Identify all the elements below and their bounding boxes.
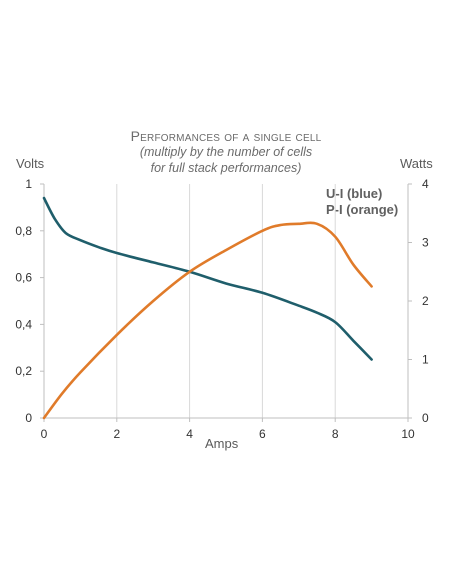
x-tick-label: 4	[186, 427, 193, 441]
y-left-tick-label: 0,2	[15, 364, 32, 378]
series-line-pi	[42, 221, 373, 420]
x-tick-label: 2	[113, 427, 120, 441]
x-tick-label: 8	[332, 427, 339, 441]
y-right-axis-title: Watts	[400, 156, 433, 171]
y-left-axis-title: Volts	[16, 156, 45, 171]
y-left-tick-label: 0	[25, 411, 32, 425]
x-tick-label: 0	[41, 427, 48, 441]
y-right-tick-label: 3	[422, 236, 429, 250]
chart-title-block: Performances of a single cell (multiply …	[0, 128, 452, 176]
y-left-tick-label: 1	[25, 177, 32, 191]
x-axis-title: Amps	[205, 436, 239, 451]
y-right-tick-label: 1	[422, 353, 429, 367]
y-left-tick-label: 0,4	[15, 317, 32, 331]
legend: U-I (blue) P-I (orange)	[326, 186, 398, 218]
y-left-tick-label: 0,8	[15, 224, 32, 238]
y-right-tick-label: 0	[422, 411, 429, 425]
series-line-ui	[42, 196, 373, 361]
chart-subtitle-line2: for full stack performances)	[150, 161, 302, 175]
chart-title: Performances of a single cell	[130, 128, 322, 144]
chart-subtitle-line1: (multiply by the number of cells	[139, 145, 313, 159]
x-tick-label: 6	[259, 427, 266, 441]
y-left-tick-label: 0,6	[15, 271, 32, 285]
y-right-tick-label: 2	[422, 294, 429, 308]
y-right-tick-label: 4	[422, 177, 429, 191]
legend-item-pi: P-I (orange)	[326, 202, 399, 217]
x-tick-label: 10	[401, 427, 415, 441]
legend-item-ui: U-I (blue)	[326, 186, 383, 201]
